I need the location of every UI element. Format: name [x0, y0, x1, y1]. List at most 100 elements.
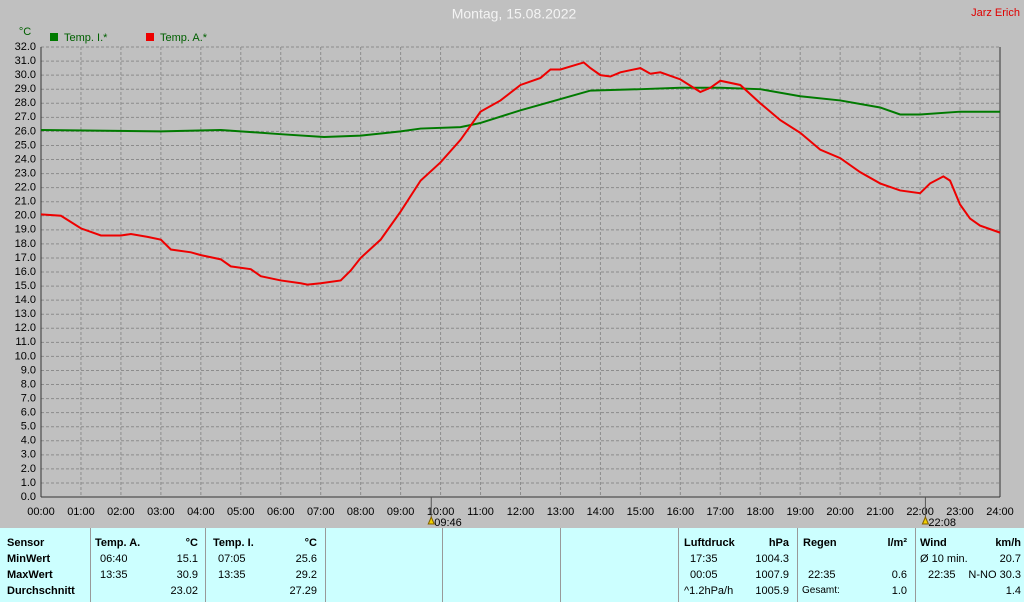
y-tick-label: 8.0	[21, 378, 36, 390]
marker-icon	[427, 515, 436, 525]
x-tick-label: 14:00	[587, 506, 615, 518]
y-tick-label: 6.0	[21, 407, 36, 419]
cell: 1.0	[891, 585, 907, 597]
cell: 00:05	[690, 569, 718, 581]
cell: 13:35	[218, 569, 246, 581]
y-tick-label: 20.0	[15, 210, 36, 222]
y-tick-label: 1.0	[21, 477, 36, 489]
y-tick-label: 30.0	[15, 69, 36, 81]
divider	[90, 528, 91, 602]
x-tick-label: 08:00	[347, 506, 375, 518]
row-label: Durchschnitt	[7, 585, 75, 597]
x-tick-label: 20:00	[826, 506, 854, 518]
y-tick-label: 29.0	[15, 83, 36, 95]
x-tick-label: 07:00	[307, 506, 335, 518]
x-tick-label: 06:00	[267, 506, 295, 518]
legend-label: Temp. A.*	[160, 32, 208, 44]
cell: °C	[185, 537, 198, 549]
cell: km/h	[995, 537, 1021, 549]
divider	[678, 528, 679, 602]
y-tick-label: 17.0	[15, 252, 36, 264]
cell: Ø 10 min.	[920, 553, 968, 565]
cell: Regen	[803, 537, 837, 549]
y-tick-label: 31.0	[15, 55, 36, 67]
cell: 07:05	[218, 553, 246, 565]
divider	[442, 528, 443, 602]
y-tick-label: 21.0	[15, 196, 36, 208]
cell: hPa	[768, 537, 789, 549]
summary-table: Sensor MinWert MaxWert Durchschnitt Temp…	[0, 528, 1024, 602]
cell: 20.7	[999, 553, 1021, 565]
y-tick-label: 9.0	[21, 364, 36, 376]
y-tick-label: 23.0	[15, 167, 36, 179]
cell: 25.6	[295, 553, 317, 565]
x-tick-label: 15:00	[627, 506, 655, 518]
y-tick-label: 0.0	[21, 491, 36, 503]
cell: 1005.9	[755, 585, 789, 597]
x-tick-label: 13:00	[547, 506, 575, 518]
x-tick-label: 04:00	[187, 506, 215, 518]
x-tick-label: 23:00	[946, 506, 974, 518]
x-tick-label: 21:00	[866, 506, 894, 518]
divider	[325, 528, 326, 602]
marker-icon	[921, 515, 930, 525]
marker-label: 22:08	[928, 517, 956, 528]
row-label: MaxWert	[7, 569, 53, 581]
y-tick-label: 7.0	[21, 392, 36, 404]
y-tick-label: 10.0	[15, 350, 36, 362]
x-tick-label: 16:00	[667, 506, 695, 518]
cell: 27.29	[289, 585, 317, 597]
y-tick-label: 4.0	[21, 435, 36, 447]
x-tick-label: 22:00	[906, 506, 934, 518]
x-tick-label: 18:00	[746, 506, 774, 518]
line	[40, 86, 1000, 139]
cell: 1004.3	[755, 553, 789, 565]
y-tick-label: 15.0	[15, 280, 36, 292]
legend-swatch	[146, 33, 154, 41]
x-tick-label: 09:00	[387, 506, 415, 518]
cell: 1.4	[1005, 585, 1021, 597]
cell: 17:35	[690, 553, 718, 565]
x-tick-label: 12:00	[507, 506, 535, 518]
x-tick-label: 05:00	[227, 506, 255, 518]
x-tick-label: 00:00	[27, 506, 55, 518]
y-tick-label: 18.0	[15, 238, 36, 250]
cell: Temp. A.	[95, 537, 141, 549]
cell: °C	[304, 537, 317, 549]
y-tick-label: 25.0	[15, 139, 36, 151]
y-tick-label: 13.0	[15, 308, 36, 320]
x-tick-label: 19:00	[786, 506, 814, 518]
x-tick-label: 24:00	[986, 506, 1014, 518]
divider	[560, 528, 561, 602]
x-tick-label: 10:00	[427, 506, 455, 518]
cell: 15.1	[176, 553, 198, 565]
cell: 22:35	[808, 569, 836, 581]
x-tick-label: 03:00	[147, 506, 175, 518]
cell: Temp. I.	[213, 537, 254, 549]
cell: 06:40	[100, 553, 128, 565]
cell: l/m²	[887, 537, 907, 549]
cell: 1007.9	[755, 569, 789, 581]
cell: 0.6	[891, 569, 907, 581]
y-tick-label: 28.0	[15, 97, 36, 109]
y-tick-label: 27.0	[15, 111, 36, 123]
y-tick-label: 26.0	[15, 125, 36, 137]
x-tick-label: 01:00	[67, 506, 95, 518]
cell: 29.2	[295, 569, 317, 581]
line	[40, 61, 1001, 286]
y-tick-label: 2.0	[21, 463, 36, 475]
author: Jarz Erich	[971, 7, 1020, 19]
divider	[797, 528, 798, 602]
cell: 23.02	[170, 585, 198, 597]
chart: Montag, 15.08.2022 Jarz Erich °C 0.0 1.0 2…	[15, 6, 1020, 528]
cell: Gesamt:	[802, 585, 840, 596]
y-tick-label: 24.0	[15, 153, 36, 165]
y-tick-label: 11.0	[15, 336, 36, 348]
cell: Wind	[920, 537, 947, 549]
y-tick-label: 22.0	[15, 182, 36, 194]
y-unit: °C	[19, 26, 31, 38]
x-tick-label: 02:00	[107, 506, 135, 518]
legend-swatch	[50, 33, 58, 41]
y-tick-label: 3.0	[21, 449, 36, 461]
